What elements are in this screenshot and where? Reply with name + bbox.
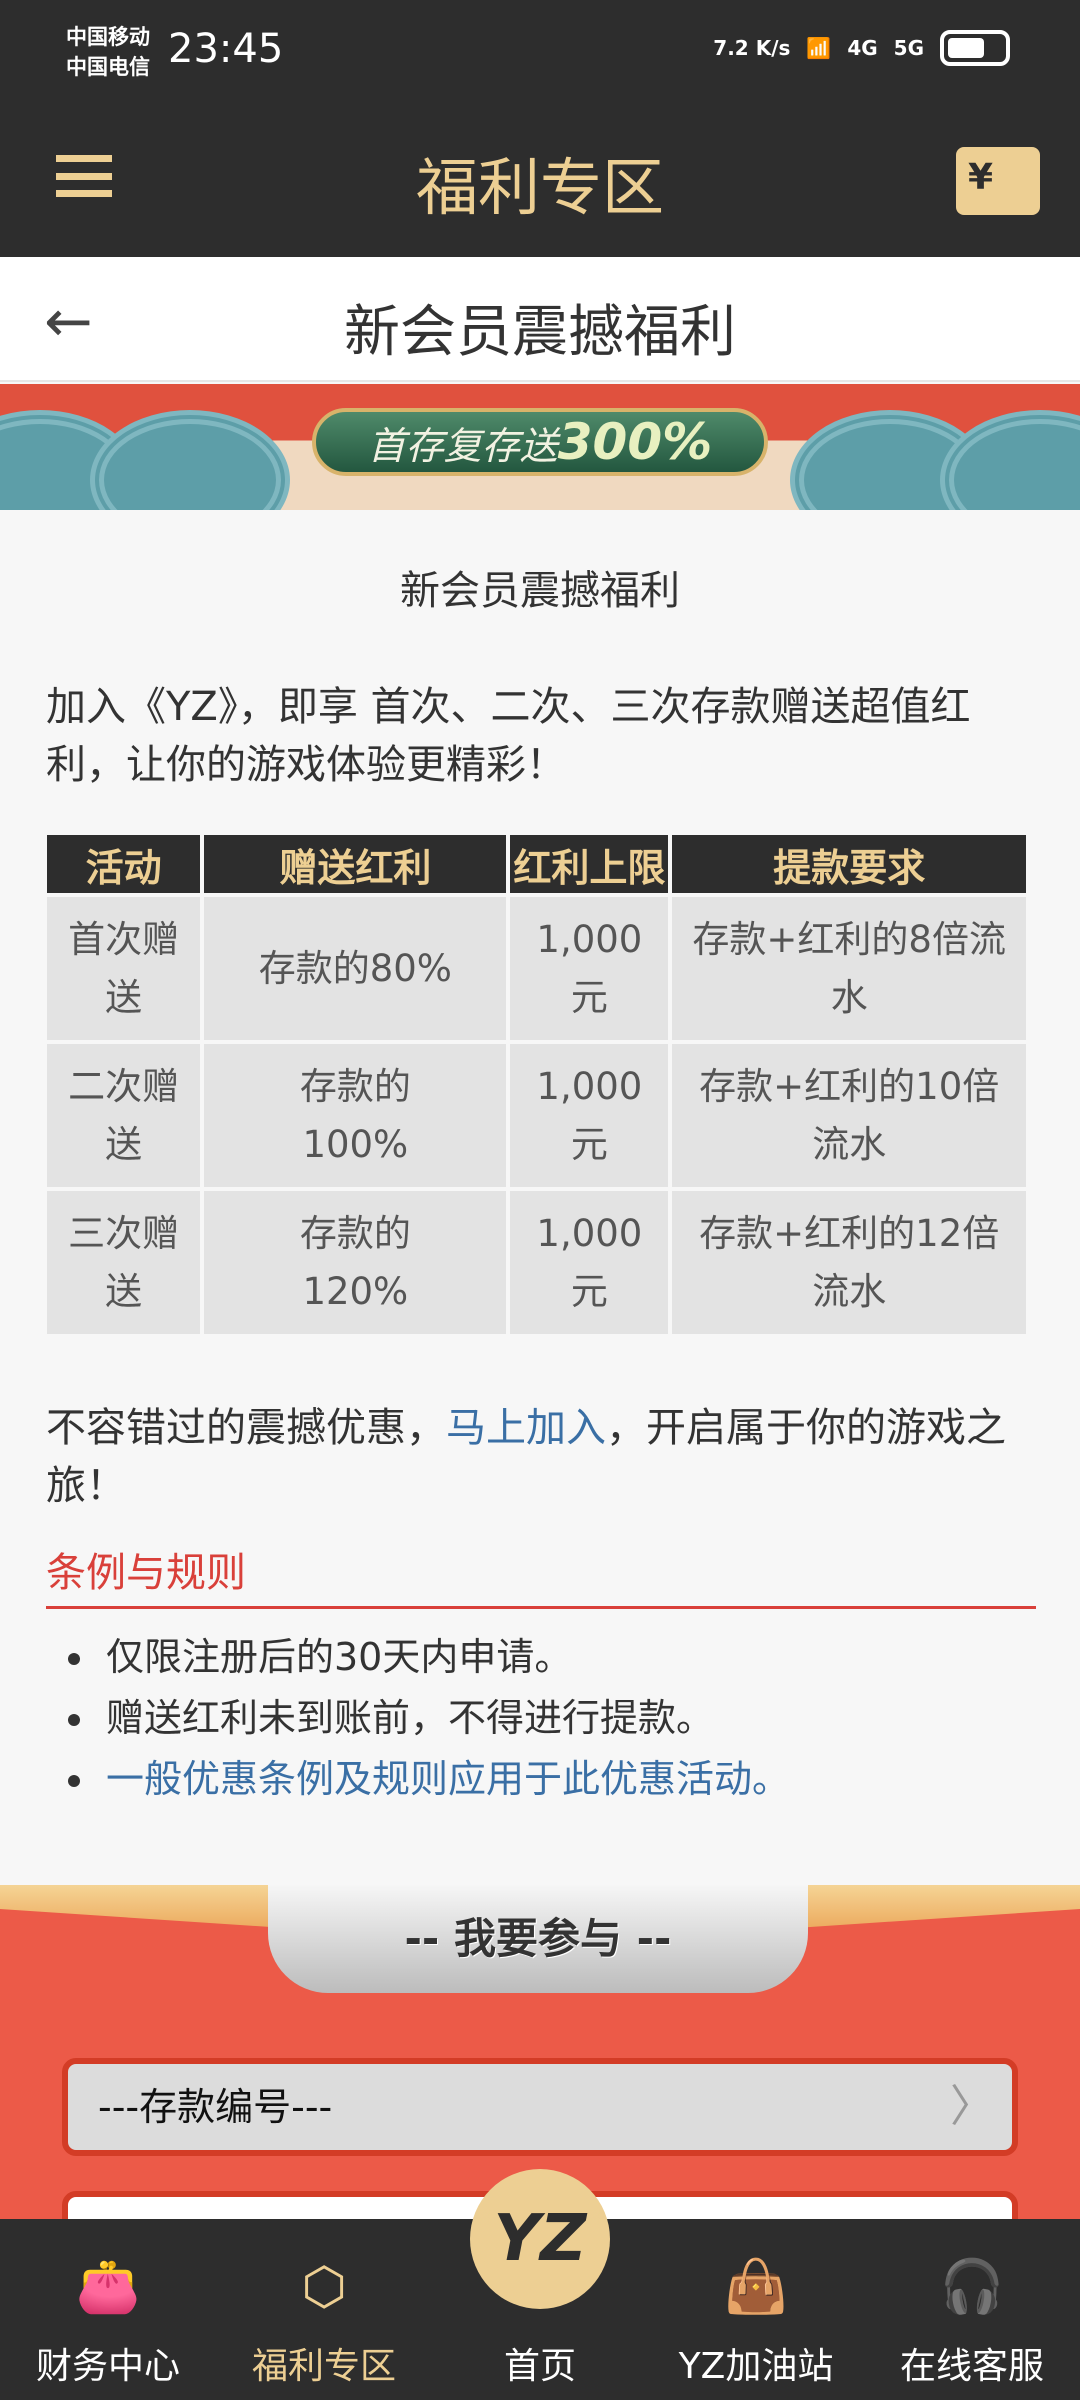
signal-4g-icon: 4G	[847, 36, 878, 60]
bonus-table: 活动 赠送红利 红利上限 提款要求 首次赠送 存款的80% 1,000元 存款+…	[43, 831, 1030, 1338]
yz-logo[interactable]: YZ	[470, 2169, 610, 2309]
table-row: 首次赠送 存款的80% 1,000元 存款+红利的8倍流水	[47, 897, 1026, 1040]
table-cell: 1,000元	[510, 1191, 669, 1334]
col-header: 活动	[47, 835, 201, 893]
join-now-link[interactable]: 马上加入	[446, 1405, 606, 1451]
rule-item: 仅限注册后的30天内申请。	[68, 1627, 790, 1688]
table-cell: 存款+红利的12倍流水	[672, 1191, 1026, 1334]
yen-hexagon-icon: ⬡	[301, 2257, 347, 2317]
col-header: 赠送红利	[204, 835, 507, 893]
nav-label: 福利专区	[251, 2346, 396, 2387]
header-title: 福利专区	[415, 151, 664, 224]
general-terms-link[interactable]: 一般优惠条例及规则应用于此优惠活动。	[68, 1749, 790, 1810]
clock: 23:45	[168, 26, 284, 72]
table-cell: 二次赠送	[47, 1044, 201, 1187]
status-icons: 7.2 K/s 📶 4G 5G	[713, 30, 1010, 66]
nav-welfare-zone[interactable]: ⬡ 福利专区	[216, 2219, 432, 2400]
chevron-right-icon: 〉	[950, 2081, 994, 2132]
rules-list: 仅限注册后的30天内申请。 赠送红利未到账前，不得进行提款。 一般优惠条例及规则…	[68, 1627, 790, 1810]
rule-item: 赠送红利未到账前，不得进行提款。	[68, 1688, 790, 1749]
table-row: 三次赠送 存款的120% 1,000元 存款+红利的12倍流水	[47, 1191, 1026, 1334]
shopping-bag-icon: 👜	[723, 2257, 789, 2317]
nav-finance-center[interactable]: 👛 财务中心	[0, 2219, 216, 2400]
wifi-icon: 📶	[806, 36, 832, 60]
rules-heading: 条例与规则	[46, 1540, 1036, 1609]
nav-label: YZ加油站	[678, 2346, 834, 2387]
headset-icon: 🎧	[939, 2257, 1005, 2317]
nav-label: 财务中心	[35, 2346, 180, 2387]
wallet-yen-icon[interactable]: ¥	[956, 147, 1040, 215]
nav-customer-service[interactable]: 🎧 在线客服	[864, 2219, 1080, 2400]
table-header-row: 活动 赠送红利 红利上限 提款要求	[47, 835, 1026, 893]
table-cell: 1,000元	[510, 1044, 669, 1187]
wave-decoration	[940, 410, 1080, 510]
table-cell: 1,000元	[510, 897, 669, 1040]
back-arrow-icon[interactable]: ←	[44, 287, 93, 355]
table-cell: 存款的100%	[204, 1044, 507, 1187]
app-header: 福利专区 ¥	[0, 107, 1080, 257]
carrier-1: 中国移动	[66, 25, 150, 49]
table-cell: 存款+红利的10倍流水	[672, 1044, 1026, 1187]
col-header: 红利上限	[510, 835, 669, 893]
banner-pill: 首存复存送300%	[312, 408, 768, 476]
carrier-info: 中国移动 中国电信	[66, 22, 150, 82]
banner-highlight: 300%	[557, 413, 713, 471]
table-cell: 存款的80%	[204, 897, 507, 1040]
promo-banner: 首存复存送300%	[0, 384, 1080, 510]
join-tab: -- 我要参与 --	[268, 1885, 808, 1993]
table-cell: 三次赠送	[47, 1191, 201, 1334]
nav-label: 首页	[503, 2346, 576, 2387]
net-speed: 7.2 K/s	[713, 36, 791, 60]
nav-label: 在线客服	[899, 2346, 1044, 2387]
table-row: 二次赠送 存款的100% 1,000元 存款+红利的10倍流水	[47, 1044, 1026, 1187]
banner-text: 首存复存送	[367, 424, 558, 468]
nav-home[interactable]: 首页	[432, 2219, 648, 2400]
page-title: 新会员震撼福利	[344, 300, 736, 365]
wave-decoration	[90, 410, 290, 510]
table-cell: 存款+红利的8倍流水	[672, 897, 1026, 1040]
status-bar: 中国移动中国电信 23:45 7.2 K/s 📶 4G 5G	[0, 0, 1080, 107]
nav-yz-station[interactable]: 👜 YZ加油站	[648, 2219, 864, 2400]
battery-icon	[940, 30, 1010, 66]
deposit-select-value: ---存款编号---	[98, 2085, 333, 2129]
deposit-number-select[interactable]: ---存款编号--- 〉	[62, 2058, 1018, 2156]
sub-header: ← 新会员震撼福利	[0, 257, 1080, 382]
outro-text: 不容错过的震撼优惠，马上加入，开启属于你的游戏之旅！	[46, 1399, 1036, 1515]
hamburger-icon[interactable]	[56, 155, 112, 197]
outro-after: ，开启属于你的游戏之旅！	[46, 1405, 1006, 1509]
signal-5g-icon: 5G	[893, 36, 924, 60]
intro-text: 加入《YZ》，即享 首次、二次、三次存款赠送超值红利，让你的游戏体验更精彩！	[46, 684, 971, 788]
content-title: 新会员震撼福利	[400, 568, 680, 614]
table-cell: 存款的120%	[204, 1191, 507, 1334]
outro-before: 不容错过的震撼优惠，	[46, 1405, 446, 1451]
carrier-2: 中国电信	[66, 55, 150, 79]
col-header: 提款要求	[672, 835, 1026, 893]
table-cell: 首次赠送	[47, 897, 201, 1040]
wallet-icon: 👛	[75, 2257, 141, 2317]
